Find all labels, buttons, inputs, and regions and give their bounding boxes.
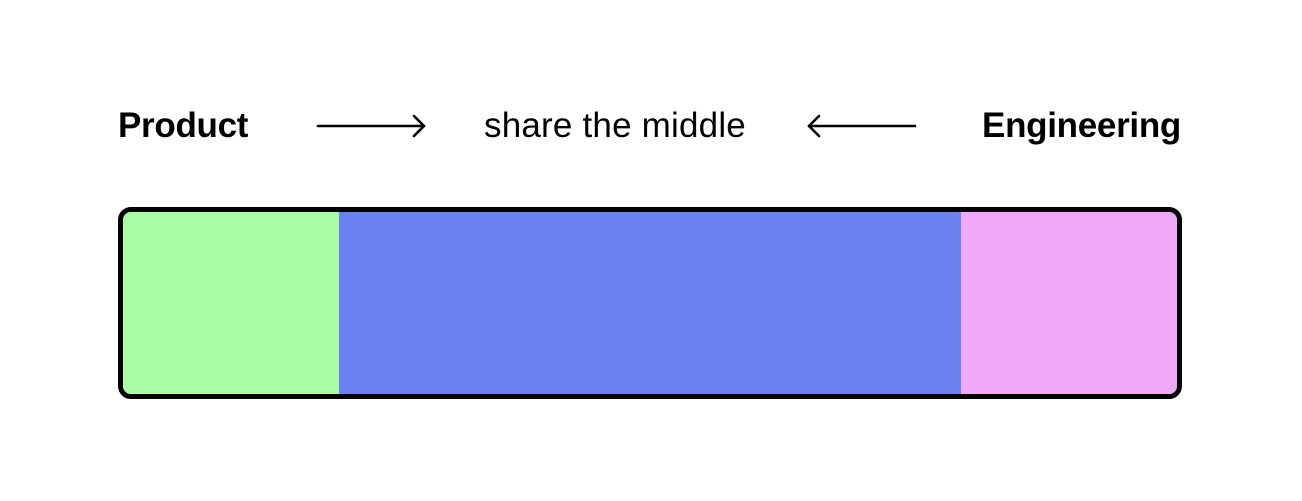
product-segment: [123, 212, 340, 394]
shared-middle-label: share the middle: [484, 106, 746, 145]
product-label: Product: [118, 106, 249, 145]
ownership-bar: [118, 207, 1182, 399]
arrow-left-icon: [807, 114, 917, 138]
shared-segment: [339, 212, 961, 394]
engineering-segment: [960, 212, 1177, 394]
arrow-right-icon: [316, 114, 426, 138]
engineering-label: Engineering: [982, 106, 1181, 145]
